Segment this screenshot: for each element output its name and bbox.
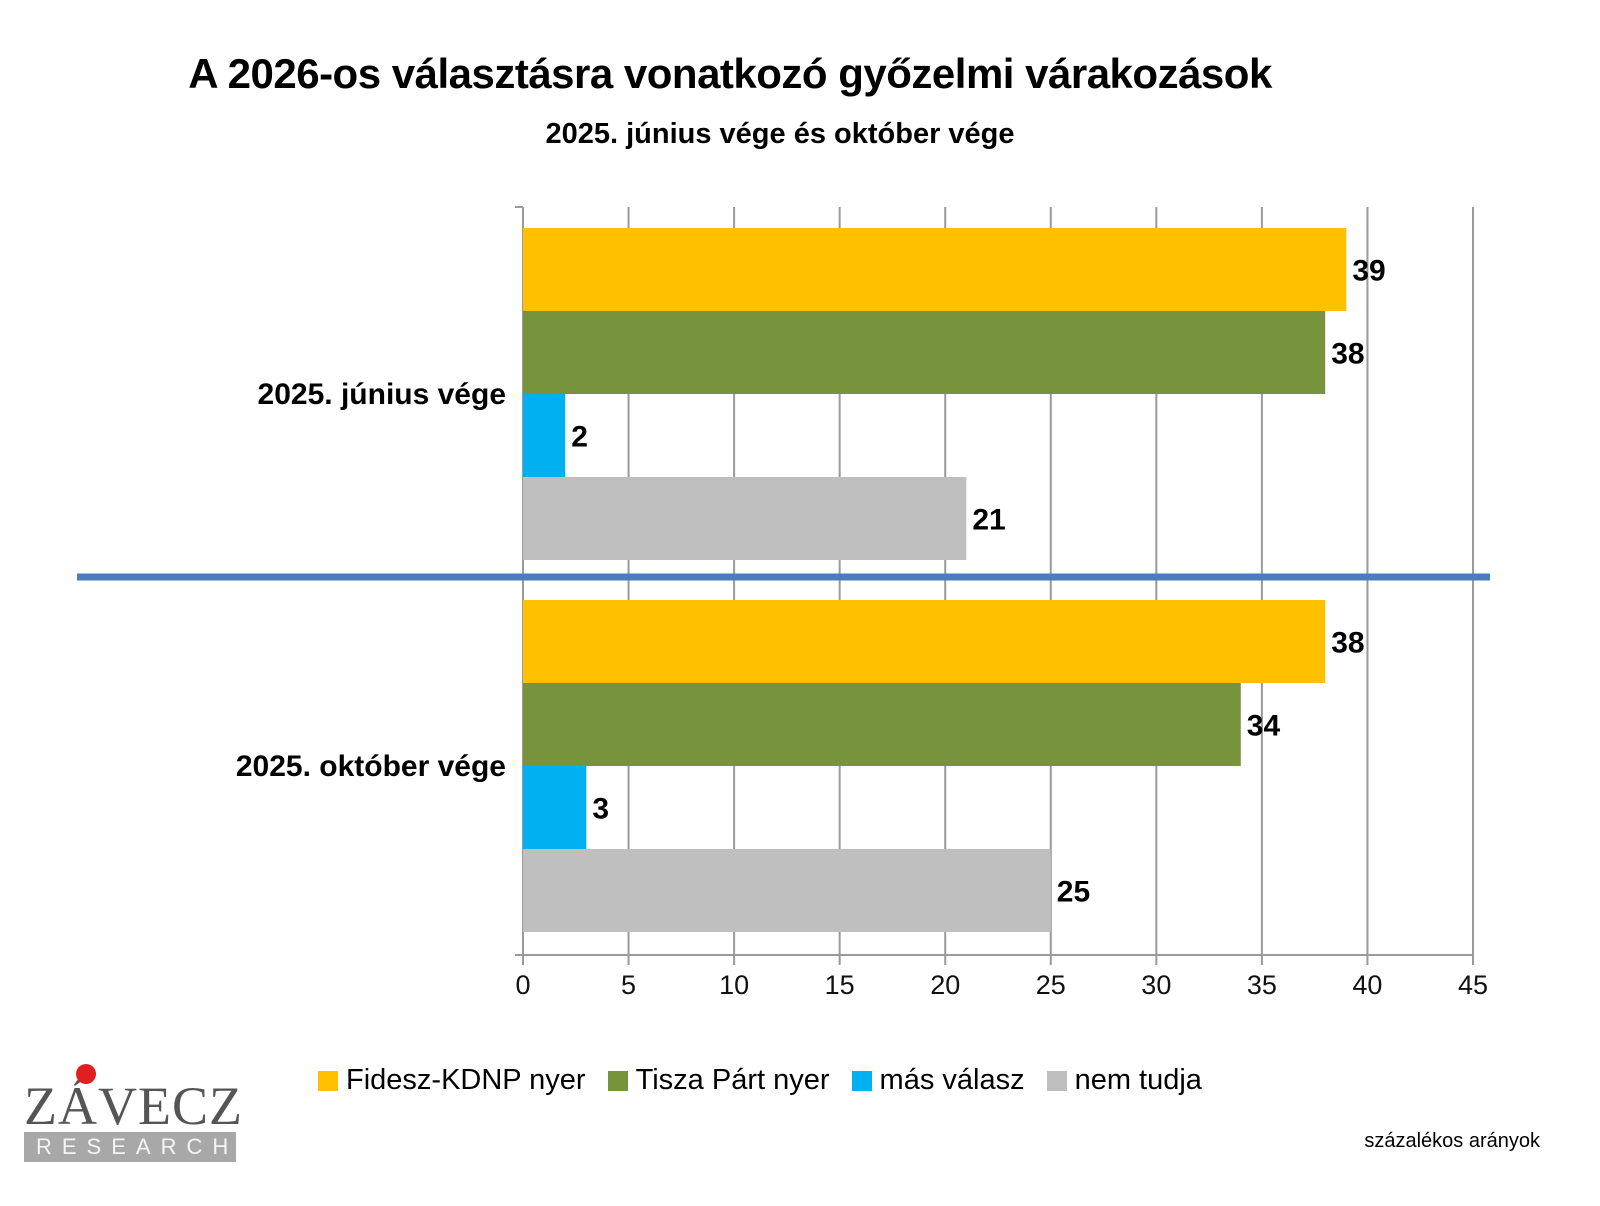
legend: Fidesz-KDNP nyer Tisza Párt nyer más vál… [318, 1064, 1224, 1097]
chart-title: A 2026-os választásra vonatkozó győzelmi… [188, 50, 1272, 97]
category-label: 2025. október vége [236, 750, 506, 783]
legend-item-dontknow: nem tudja [1046, 1064, 1202, 1097]
x-tick-label: 5 [621, 970, 636, 1000]
bar [523, 683, 1241, 766]
x-tick-label: 45 [1458, 970, 1488, 1000]
legend-swatch [607, 1070, 628, 1091]
bar [523, 600, 1326, 683]
x-tick-label: 10 [719, 970, 749, 1000]
logo-subtitle: RESEARCH [24, 1132, 236, 1162]
legend-swatch [318, 1070, 338, 1091]
logo-wordmark: ZÁVECZ [24, 1064, 242, 1133]
legend-item-tisza: Tisza Párt nyer [607, 1064, 830, 1097]
data-label: 25 [1057, 876, 1090, 909]
x-tick-label: 20 [930, 970, 960, 1000]
data-label: 3 [592, 793, 609, 826]
data-label: 2 [571, 421, 588, 454]
logo-name: ZÁVECZ [24, 1076, 243, 1136]
legend-label: más válasz [879, 1064, 1025, 1096]
data-label: 39 [1352, 255, 1385, 288]
bar [523, 228, 1347, 311]
units-note: százalékos arányok [1364, 1130, 1540, 1152]
bars [523, 228, 1347, 932]
data-label: 38 [1331, 338, 1364, 371]
category-labels: 2025. június vége 2025. október vége [236, 378, 506, 783]
data-label: 34 [1247, 710, 1281, 743]
data-label: 21 [972, 504, 1005, 537]
legend-swatch [851, 1070, 872, 1091]
x-tick-label: 15 [825, 970, 855, 1000]
category-label: 2025. június vége [258, 378, 506, 411]
zavecz-research-logo: ZÁVECZ RESEARCH [24, 1064, 242, 1162]
x-tick-label: 40 [1352, 970, 1382, 1000]
legend-label: nem tudja [1074, 1064, 1202, 1096]
x-tick-label: 25 [1036, 970, 1066, 1000]
chart-subtitle: 2025. június vége és október vége [545, 118, 1015, 150]
data-labels: 39 38 2 21 38 34 3 25 [571, 255, 1385, 909]
bar [523, 766, 587, 849]
legend-label: Tisza Párt nyer [635, 1064, 830, 1096]
legend-label: Fidesz-KDNP nyer [346, 1064, 586, 1096]
x-tick-label: 30 [1141, 970, 1171, 1000]
bar [523, 394, 566, 477]
legend-swatch [1046, 1070, 1067, 1091]
x-tick-label: 0 [515, 970, 530, 1000]
data-label: 38 [1331, 627, 1364, 660]
bar [523, 311, 1326, 394]
x-axis: 0 5 10 15 20 25 30 35 40 45 [515, 206, 1488, 1000]
legend-item-other: más válasz [851, 1064, 1025, 1097]
bar [523, 849, 1051, 932]
bar-chart: 39 38 2 21 38 34 3 25 0 5 10 15 20 25 30 35 40 45 2025. … [77, 206, 1490, 1000]
legend-item-fidesz: Fidesz-KDNP nyer [318, 1064, 586, 1097]
bar [523, 477, 967, 560]
logo-red-dot-icon [76, 1064, 96, 1084]
x-tick-label: 35 [1247, 970, 1277, 1000]
